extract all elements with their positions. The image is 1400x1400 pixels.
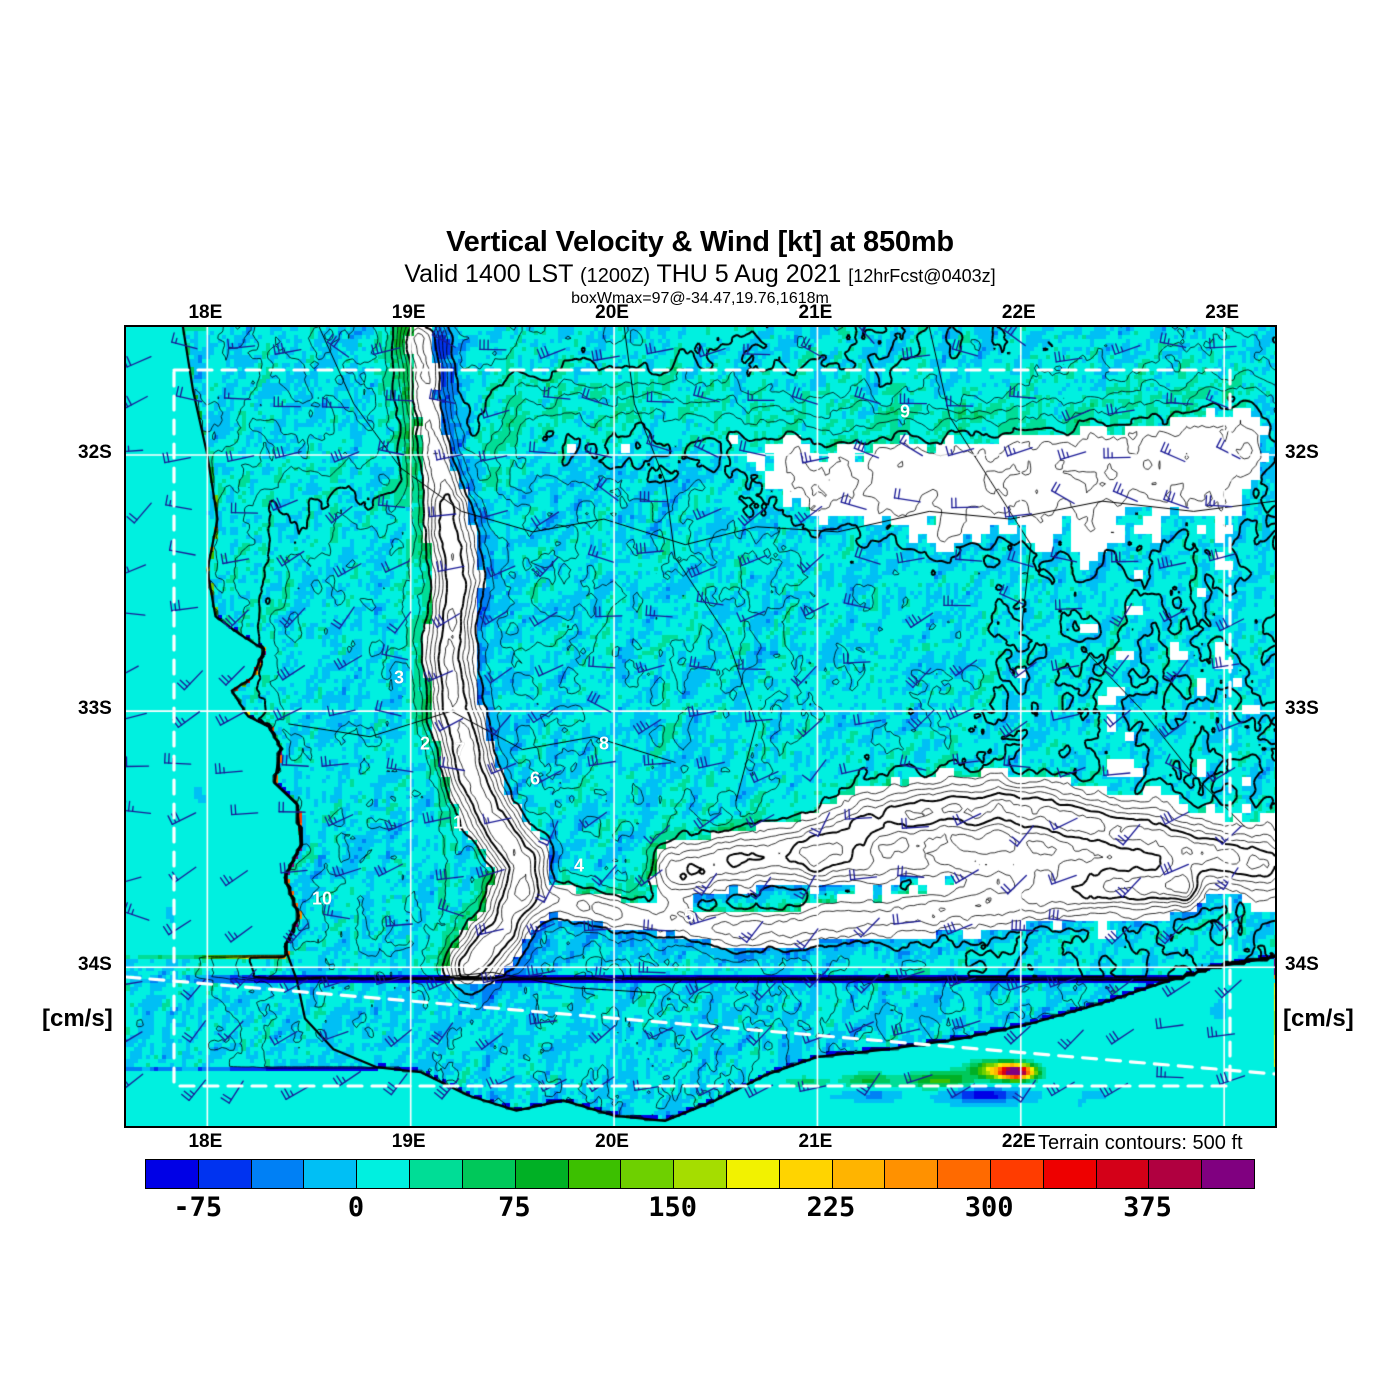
site-marker-7[interactable]: 7 [454, 739, 466, 760]
colorbar-segment [515, 1160, 569, 1188]
colorbar-segment [885, 1160, 939, 1188]
x-tick-bottom-22E: 22E [1001, 1131, 1036, 1152]
colorbar-segment [1043, 1160, 1097, 1188]
colorbar-segment [1096, 1160, 1150, 1188]
x-tick-bottom-18E: 18E [188, 1131, 223, 1152]
site-marker-3[interactable]: 3 [393, 667, 405, 688]
x-tick-top-23E: 23E [1205, 302, 1240, 323]
colorbar-tick-label: 75 [498, 1192, 531, 1223]
y-tick-right-32S: 32S [1285, 442, 1319, 464]
forecast-tag: [12hrFcst@0403z] [848, 266, 996, 286]
colorbar-segment [410, 1160, 463, 1188]
y-tick-right-34S: 34S [1285, 954, 1319, 976]
colorbar-tick-label: -75 [173, 1192, 223, 1223]
chart-title-block: Vertical Velocity & Wind [kt] at 850mb V… [0, 228, 1400, 307]
x-tick-bottom-19E: 19E [391, 1131, 426, 1152]
colorbar-tick-label: 300 [964, 1192, 1014, 1223]
colorbar-segment [146, 1160, 199, 1188]
site-marker-10[interactable]: 10 [311, 888, 333, 909]
valid-date: THU 5 Aug 2021 [656, 260, 842, 288]
boxwmax-annotation: boxWmax=97@-34.47,19.76,1618m [571, 290, 829, 307]
y-tick-left-33S: 33S [78, 698, 112, 720]
site-marker-8[interactable]: 8 [598, 733, 610, 754]
site-marker-1[interactable]: 1 [452, 812, 464, 833]
colorbar-segment [832, 1160, 886, 1188]
weather-field-canvas[interactable] [126, 327, 1275, 1126]
colorbar-segment [938, 1160, 991, 1188]
y-tick-left-32S: 32S [78, 442, 112, 464]
site-marker-6[interactable]: 6 [529, 768, 541, 789]
colorbar-segment [779, 1160, 833, 1188]
colorbar-segment [251, 1160, 305, 1188]
colorbar-segment [357, 1160, 411, 1188]
site-marker-9[interactable]: 9 [899, 401, 911, 422]
terrain-contour-note: Terrain contours: 500 ft [1036, 1132, 1245, 1155]
colorbar-segment [1149, 1160, 1203, 1188]
site-marker-2[interactable]: 2 [419, 733, 431, 754]
page-title: Vertical Velocity & Wind [kt] at 850mb [446, 226, 954, 258]
colorbar-segment [1202, 1160, 1255, 1188]
y-tick-right-33S: 33S [1285, 698, 1319, 720]
x-tick-top-21E: 21E [798, 302, 833, 323]
colorbar-segment [198, 1160, 252, 1188]
site-marker-4[interactable]: 4 [573, 855, 585, 876]
colorbar-segment [568, 1160, 622, 1188]
x-tick-top-20E: 20E [595, 302, 629, 323]
colorbar-segment [304, 1160, 358, 1188]
valid-prefix: Valid 1400 LST [404, 260, 573, 288]
colorbar-tick-label: 375 [1123, 1192, 1172, 1223]
valid-zulu: (1200Z) [579, 265, 650, 287]
colorbar-segment [462, 1160, 516, 1188]
colorbar-segment [726, 1160, 780, 1188]
x-tick-top-19E: 19E [391, 302, 426, 323]
colorbar[interactable] [145, 1159, 1255, 1189]
colorbar-tick-label: 150 [648, 1192, 697, 1223]
x-tick-bottom-21E: 21E [798, 1131, 833, 1152]
unit-label-right: [cm/s] [1283, 1005, 1354, 1032]
colorbar-tick-label: 0 [347, 1192, 365, 1223]
colorbar-segment [674, 1160, 727, 1188]
colorbar-tick-labels: -75 0 75 150 225 300 375 [145, 1192, 1253, 1226]
x-tick-bottom-20E: 20E [595, 1131, 629, 1152]
x-tick-top-18E: 18E [188, 302, 223, 323]
y-tick-left-34S: 34S [78, 954, 112, 976]
colorbar-segment [621, 1160, 675, 1188]
x-tick-top-22E: 22E [1001, 302, 1036, 323]
chart-subtitle: Valid 1400 LST (1200Z) THU 5 Aug 2021 [1… [0, 262, 1400, 287]
colorbar-segment [991, 1160, 1044, 1188]
unit-label-left: [cm/s] [42, 1005, 113, 1032]
map-panel[interactable] [124, 325, 1277, 1128]
colorbar-tick-label: 225 [806, 1192, 856, 1223]
site-marker-5[interactable]: 5 [683, 905, 695, 926]
